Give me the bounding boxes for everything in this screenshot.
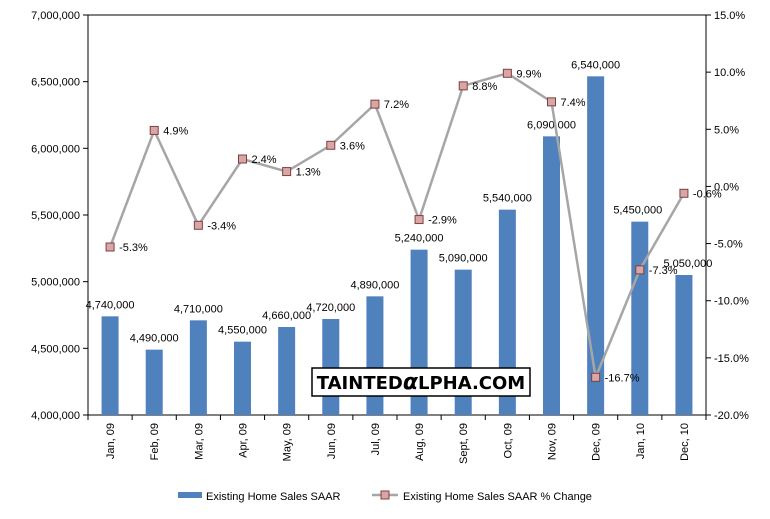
line-marker	[548, 98, 556, 106]
bar-data-label: 4,720,000	[306, 302, 355, 314]
bar-data-label: 5,090,000	[439, 253, 488, 265]
x-tick-label: Jan, 10	[635, 423, 647, 459]
right-tick-label: -20.0%	[714, 410, 749, 422]
right-tick-label: -15.0%	[714, 353, 749, 365]
bar-data-label: 4,550,000	[218, 325, 267, 337]
line-marker	[327, 141, 335, 149]
bar	[366, 296, 383, 415]
left-axis: 4,000,000 4,500,000 5,000,000 5,500,000 6,00…	[31, 10, 88, 422]
line-data-label: 7.2%	[384, 99, 409, 111]
line-data-label: -5.3%	[119, 242, 148, 254]
bar-series	[102, 76, 693, 415]
bar-data-label: 4,710,000	[174, 303, 223, 315]
bar	[631, 222, 648, 415]
bar-data-label: 6,090,000	[527, 119, 576, 131]
line-marker	[283, 168, 291, 176]
line-data-label: -7.3%	[649, 265, 678, 277]
bar-data-label: 4,740,000	[86, 299, 135, 311]
line-data-label: -0.6%	[693, 188, 722, 200]
right-tick-label: -10.0%	[714, 296, 749, 308]
watermark-text: TAINTEDαLPHA.COM	[317, 370, 525, 395]
bar-data-label: 4,890,000	[350, 279, 399, 291]
x-tick-label: Sept, 09	[458, 423, 470, 464]
left-tick-label: 5,000,000	[31, 277, 80, 289]
left-tick-label: 7,000,000	[31, 10, 80, 22]
right-tick-label: 10.0%	[714, 67, 745, 79]
bar	[146, 350, 163, 415]
line-marker	[239, 155, 247, 163]
legend-label-bar: Existing Home Sales SAAR	[206, 491, 341, 503]
left-tick-label: 4,500,000	[31, 343, 80, 355]
bar-data-label: 5,540,000	[483, 193, 532, 205]
line-marker	[592, 373, 600, 381]
left-tick-label: 5,500,000	[31, 210, 80, 222]
line-data-label: 1.3%	[296, 167, 321, 179]
legend-label-line: Existing Home Sales SAAR % Change	[403, 491, 592, 503]
line-data-label: 3.6%	[340, 140, 365, 152]
line-data-label: -2.9%	[428, 215, 457, 227]
chart: 4,000,000 4,500,000 5,000,000 5,500,000 6,00…	[0, 0, 770, 519]
x-tick-label: Jun, 09	[326, 423, 338, 459]
line-data-label: -3.4%	[207, 220, 236, 232]
line-marker	[415, 216, 423, 224]
x-tick-label: Mar, 09	[193, 423, 205, 460]
bar	[278, 327, 295, 415]
x-tick-label: Feb, 09	[149, 423, 161, 460]
bar	[190, 320, 207, 415]
bar-data-label: 6,540,000	[571, 59, 620, 71]
bar-data-label: 4,660,000	[262, 310, 311, 322]
legend-swatch-bar	[178, 492, 202, 498]
line-marker	[636, 266, 644, 274]
bar	[543, 136, 560, 415]
line-data-label: -16.7%	[605, 372, 640, 384]
x-tick-label: Nov, 09	[547, 423, 559, 460]
bar-data-label: 5,450,000	[613, 205, 662, 217]
bar-data-label: 4,490,000	[130, 333, 179, 345]
x-axis: Jan, 09 Feb, 09 Mar, 09 Apr, 09 May, 09 Jun, …	[88, 415, 706, 464]
bar	[102, 316, 119, 415]
line-data-label: 2.4%	[252, 154, 277, 166]
x-tick-label: Dec, 09	[591, 423, 603, 461]
line-marker	[680, 189, 688, 197]
x-tick-label: Apr, 09	[238, 423, 250, 458]
line-marker	[106, 243, 114, 251]
line-data-label: 7.4%	[561, 97, 586, 109]
line-data-label: 4.9%	[163, 125, 188, 137]
left-tick-label: 6,500,000	[31, 77, 80, 89]
bar	[322, 319, 339, 415]
line-data-label: 8.8%	[472, 81, 497, 93]
x-tick-label: Jul, 09	[370, 423, 382, 455]
bar-data-label: 5,240,000	[395, 233, 444, 245]
bar	[675, 275, 692, 415]
right-tick-label: 15.0%	[714, 10, 745, 22]
x-tick-label: Jan, 09	[105, 423, 117, 459]
x-tick-label: Dec, 10	[679, 423, 691, 461]
left-tick-label: 4,000,000	[31, 410, 80, 422]
line-data-label: 9.9%	[516, 68, 541, 80]
line-marker	[459, 82, 467, 90]
line-marker	[150, 126, 158, 134]
line-marker	[371, 100, 379, 108]
right-axis: -20.0%-15.0%-10.0%-5.0%0.0%5.0%10.0%15.0…	[706, 10, 749, 422]
right-tick-label: 5.0%	[714, 124, 739, 136]
legend-marker-line	[381, 491, 389, 499]
line-marker	[194, 221, 202, 229]
x-tick-label: May, 09	[282, 423, 294, 461]
watermark-logo: TAINTEDαLPHA.COM	[312, 368, 530, 396]
bar	[234, 342, 251, 415]
line-marker	[503, 69, 511, 77]
x-tick-label: Oct, 09	[502, 423, 514, 458]
legend: Existing Home Sales SAAR Existing Home Sa…	[178, 491, 592, 503]
x-tick-label: Aug, 09	[414, 423, 426, 461]
left-tick-label: 6,000,000	[31, 143, 80, 155]
right-tick-label: -5.0%	[714, 239, 743, 251]
